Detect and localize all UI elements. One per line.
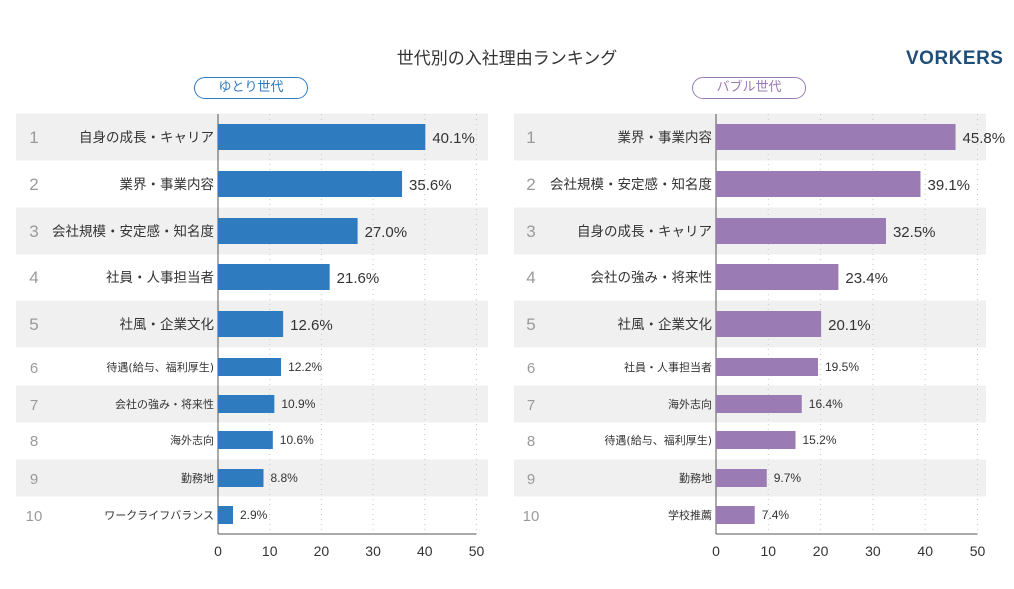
category-label: 社風・企業文化 [120, 316, 215, 333]
bar [218, 395, 275, 413]
value-label: 35.6% [409, 177, 452, 194]
chart-title: 世代別の入社理由ランキング [396, 49, 618, 69]
x-tick-label: 40 [917, 543, 933, 559]
x-tick-label: 0 [712, 543, 720, 559]
bar [218, 431, 273, 449]
rank-number: 2 [526, 175, 535, 194]
value-label: 8.8% [270, 471, 298, 485]
value-label: 39.1% [927, 177, 970, 194]
x-tick-label: 20 [813, 543, 829, 559]
category-label: 社員・人事担当者 [106, 270, 214, 286]
category-label: 会社規模・安定感・知名度 [52, 223, 214, 240]
bar [716, 311, 822, 337]
rank-number: 2 [29, 175, 38, 194]
category-label: 社員・人事担当者 [624, 360, 712, 374]
value-label: 9.7% [774, 471, 802, 485]
bar [716, 469, 767, 487]
category-label: 自身の成長・キャリア [577, 224, 712, 240]
category-label: 業界・事業内容 [120, 176, 215, 193]
rank-number: 5 [29, 315, 38, 334]
rank-number: 8 [527, 433, 535, 450]
rank-number: 5 [526, 315, 535, 334]
group-label-left: ゆとり世代 [194, 77, 308, 99]
bar [716, 431, 796, 449]
bar [716, 358, 818, 376]
brand-logo: VORKERS [906, 48, 1004, 69]
x-tick-label: 40 [417, 543, 433, 559]
x-tick-label: 0 [214, 543, 222, 559]
bar [218, 171, 403, 197]
rank-number: 1 [526, 128, 535, 147]
rank-number: 3 [29, 222, 38, 241]
value-label: 10.6% [280, 433, 314, 447]
value-label: 32.5% [893, 224, 936, 241]
value-label: 19.5% [825, 360, 859, 374]
rank-number: 3 [526, 222, 535, 241]
bar [218, 218, 358, 244]
bar [218, 311, 284, 337]
value-label: 2.9% [240, 508, 268, 522]
rank-number: 9 [527, 471, 535, 488]
category-label: 海外志向 [668, 397, 712, 411]
category-label: 勤務地 [679, 471, 712, 485]
bar [218, 264, 330, 290]
value-label: 12.6% [290, 317, 333, 334]
rank-number: 1 [29, 128, 38, 147]
category-label: 社風・企業文化 [618, 316, 713, 333]
value-label: 23.4% [845, 270, 888, 287]
value-label: 27.0% [365, 224, 408, 241]
category-label: 会社の強み・将来性 [591, 270, 713, 286]
value-label: 7.4% [762, 508, 790, 522]
bar [716, 264, 839, 290]
rank-number: 7 [527, 397, 535, 414]
x-tick-label: 30 [865, 543, 881, 559]
category-label: 学校推薦 [668, 508, 712, 522]
bar [716, 506, 755, 524]
value-label: 40.1% [432, 130, 475, 147]
rank-number: 10 [26, 508, 43, 525]
category-label: 待遇(給与、福利厚生) [604, 433, 712, 447]
rank-number: 9 [30, 471, 38, 488]
x-tick-label: 50 [469, 543, 485, 559]
value-label: 16.4% [809, 397, 843, 411]
x-tick-label: 10 [262, 543, 278, 559]
x-tick-label: 30 [365, 543, 381, 559]
value-label: 20.1% [828, 317, 871, 334]
bar [218, 506, 233, 524]
bar [716, 171, 921, 197]
value-label: 45.8% [963, 130, 1006, 147]
x-tick-label: 20 [314, 543, 330, 559]
bar [218, 358, 282, 376]
category-label: 海外志向 [170, 433, 214, 447]
category-label: 勤務地 [181, 471, 214, 485]
x-tick-label: 50 [970, 543, 986, 559]
rank-number: 7 [30, 397, 38, 414]
category-label: 自身の成長・キャリア [79, 130, 214, 146]
category-label: 待遇(給与、福利厚生) [106, 360, 214, 374]
rank-number: 6 [527, 360, 535, 377]
category-label: 業界・事業内容 [618, 129, 713, 146]
category-label: 会社規模・安定感・知名度 [550, 176, 712, 193]
bar [218, 469, 264, 487]
value-label: 21.6% [337, 270, 380, 287]
category-label: ワークライフバランス [104, 509, 214, 522]
x-tick-label: 10 [761, 543, 777, 559]
category-label: 会社の強み・将来性 [115, 397, 214, 411]
rank-number: 4 [29, 268, 38, 287]
rank-number: 4 [526, 268, 535, 287]
group-label-right: バブル世代 [692, 77, 806, 99]
bar [716, 124, 956, 150]
bar [716, 218, 886, 244]
bar [218, 124, 426, 150]
value-label: 12.2% [288, 360, 322, 374]
rank-number: 8 [30, 433, 38, 450]
value-label: 15.2% [802, 433, 836, 447]
bar [716, 395, 802, 413]
rank-number: 10 [523, 508, 540, 525]
value-label: 10.9% [281, 397, 315, 411]
rank-number: 6 [30, 360, 38, 377]
